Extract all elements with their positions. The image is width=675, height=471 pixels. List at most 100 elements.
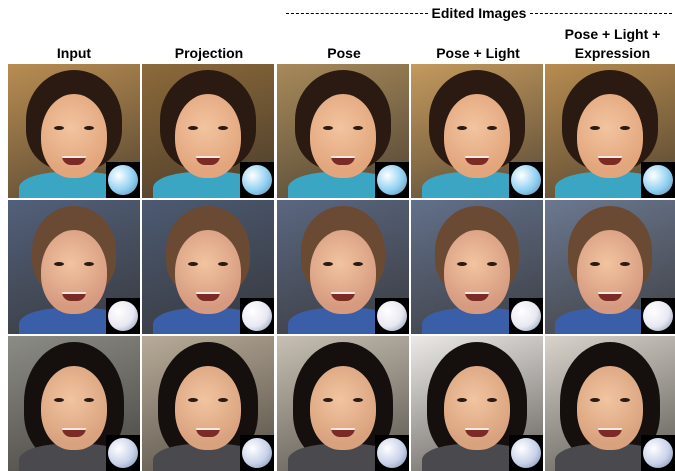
image-cell <box>142 336 274 471</box>
sphere <box>377 165 407 195</box>
eye <box>188 398 198 402</box>
face <box>444 366 510 450</box>
sphere <box>643 301 673 331</box>
eye <box>620 398 630 402</box>
eye <box>54 262 64 266</box>
sphere <box>108 165 138 195</box>
image-cell <box>277 200 409 334</box>
sphere <box>643 165 673 195</box>
sphere <box>643 438 673 468</box>
eye <box>188 126 198 130</box>
dashed-rule <box>530 13 672 14</box>
eye <box>457 126 467 130</box>
lighting-sphere <box>641 435 675 471</box>
lighting-sphere <box>509 298 543 334</box>
face <box>577 94 643 178</box>
eye <box>188 262 198 266</box>
image-cell <box>277 336 409 471</box>
sphere <box>377 301 407 331</box>
face <box>175 94 241 178</box>
eye <box>323 262 333 266</box>
eye <box>590 398 600 402</box>
eye <box>218 126 228 130</box>
column-label: Pose + Light + Expression <box>555 25 670 63</box>
lighting-sphere <box>641 298 675 334</box>
face <box>444 230 510 314</box>
lighting-sphere <box>509 162 543 198</box>
eye <box>323 126 333 130</box>
eye <box>218 398 228 402</box>
face <box>41 94 107 178</box>
image-cell <box>545 64 675 198</box>
dashed-rule <box>286 13 428 14</box>
image-cell <box>411 64 543 198</box>
image-cell <box>545 336 675 471</box>
column-label: Pose <box>277 44 411 63</box>
eye <box>457 398 467 402</box>
lighting-sphere <box>240 298 274 334</box>
face <box>175 366 241 450</box>
face <box>444 94 510 178</box>
face <box>577 230 643 314</box>
image-cell <box>142 64 274 198</box>
sphere <box>511 438 541 468</box>
eye <box>54 126 64 130</box>
eye <box>84 398 94 402</box>
eye <box>487 262 497 266</box>
sphere <box>242 438 272 468</box>
lighting-sphere <box>240 435 274 471</box>
image-cell <box>411 336 543 471</box>
eye <box>590 126 600 130</box>
group-header: Edited Images <box>286 4 672 22</box>
face <box>310 94 376 178</box>
image-cell <box>411 200 543 334</box>
image-cell <box>8 200 140 334</box>
lighting-sphere <box>509 435 543 471</box>
sphere <box>511 165 541 195</box>
column-label: Pose + Light <box>411 44 545 63</box>
image-cell <box>277 64 409 198</box>
lighting-sphere <box>375 298 409 334</box>
image-cell <box>545 200 675 334</box>
sphere <box>377 438 407 468</box>
eye <box>590 262 600 266</box>
eye <box>218 262 228 266</box>
eye <box>54 398 64 402</box>
eye <box>487 398 497 402</box>
column-label: Input <box>8 44 140 63</box>
sphere <box>242 301 272 331</box>
face <box>310 230 376 314</box>
lighting-sphere <box>641 162 675 198</box>
face <box>310 366 376 450</box>
face <box>41 230 107 314</box>
eye <box>457 262 467 266</box>
lighting-sphere <box>106 162 140 198</box>
figure: Edited Images Input Projection Pose Pose… <box>0 0 675 471</box>
eye <box>353 398 363 402</box>
column-label: Projection <box>142 44 276 63</box>
image-cell <box>8 336 140 471</box>
sphere <box>242 165 272 195</box>
eye <box>620 262 630 266</box>
lighting-sphere <box>375 435 409 471</box>
sphere <box>108 438 138 468</box>
eye <box>84 262 94 266</box>
image-cell <box>8 64 140 198</box>
lighting-sphere <box>240 162 274 198</box>
eye <box>353 126 363 130</box>
face <box>175 230 241 314</box>
eye <box>487 126 497 130</box>
eye <box>323 398 333 402</box>
eye <box>353 262 363 266</box>
sphere <box>511 301 541 331</box>
face <box>577 366 643 450</box>
lighting-sphere <box>106 435 140 471</box>
sphere <box>108 301 138 331</box>
lighting-sphere <box>106 298 140 334</box>
image-cell <box>142 200 274 334</box>
group-label: Edited Images <box>428 5 531 21</box>
face <box>41 366 107 450</box>
eye <box>84 126 94 130</box>
eye <box>620 126 630 130</box>
lighting-sphere <box>375 162 409 198</box>
